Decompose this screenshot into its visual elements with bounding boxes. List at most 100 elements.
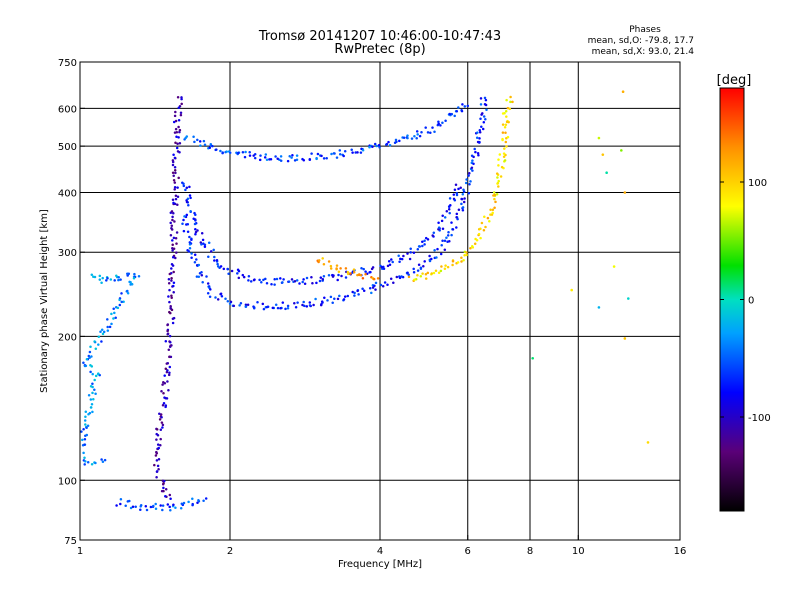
data-point: [281, 281, 284, 284]
data-point: [265, 281, 269, 285]
data-point: [188, 243, 192, 246]
data-point: [98, 274, 102, 278]
data-point: [453, 114, 456, 118]
data-point: [308, 301, 312, 304]
data-point: [93, 275, 97, 279]
data-point: [115, 274, 118, 277]
data-point: [84, 410, 88, 414]
data-point: [420, 130, 423, 134]
data-point: [177, 118, 181, 122]
data-point: [164, 367, 168, 371]
data-point: [182, 501, 186, 505]
data-point: [181, 222, 184, 225]
data-point: [450, 221, 453, 224]
data-point: [476, 131, 479, 134]
data-point: [570, 288, 573, 292]
data-point: [428, 254, 431, 258]
data-point: [419, 274, 423, 278]
data-point: [336, 278, 339, 282]
data-point: [190, 238, 193, 242]
data-point: [158, 418, 162, 421]
data-point: [259, 154, 262, 157]
data-point: [479, 117, 482, 120]
data-point: [441, 214, 444, 217]
data-point: [88, 356, 91, 359]
data-point: [100, 340, 103, 343]
data-point: [161, 404, 165, 407]
data-point: [174, 141, 177, 144]
data-point: [505, 115, 508, 118]
data-point: [172, 284, 175, 288]
chart-subtitle: RwPretec (8p): [334, 42, 425, 57]
data-point: [356, 151, 359, 154]
data-point: [302, 278, 305, 281]
data-point: [319, 276, 323, 279]
data-point: [470, 166, 474, 170]
data-point: [172, 503, 175, 506]
data-point: [370, 291, 373, 295]
data-point: [327, 260, 331, 263]
data-point: [172, 120, 176, 124]
data-point: [173, 166, 177, 169]
data-point: [410, 137, 414, 140]
data-point: [175, 251, 178, 254]
data-point: [301, 280, 304, 284]
data-point: [472, 162, 475, 165]
data-point: [377, 143, 381, 147]
data-point: [193, 140, 196, 144]
data-point: [450, 233, 453, 237]
data-point: [174, 256, 177, 260]
trace: [407, 95, 514, 283]
data-point: [126, 272, 129, 275]
data-point: [101, 332, 105, 336]
data-point: [90, 365, 94, 368]
data-point: [332, 152, 336, 155]
data-point: [383, 281, 387, 284]
data-point: [408, 257, 412, 261]
data-point: [164, 488, 168, 491]
data-point: [173, 220, 176, 223]
data-point: [322, 157, 326, 160]
data-point: [502, 155, 506, 159]
y-tick-label: 500: [58, 142, 77, 153]
data-point: [465, 251, 468, 254]
data-point: [175, 231, 179, 234]
data-point: [179, 506, 183, 510]
data-point: [321, 278, 325, 281]
data-point: [96, 372, 100, 376]
data-point: [177, 125, 180, 129]
data-point: [128, 280, 131, 284]
data-point: [469, 246, 472, 250]
data-point: [174, 110, 177, 114]
data-point: [159, 428, 163, 432]
data-point: [120, 292, 123, 295]
data-point: [439, 124, 442, 127]
x-tick-label: 6: [465, 546, 471, 557]
data-point: [376, 277, 380, 280]
data-point: [288, 154, 291, 158]
data-point: [186, 223, 190, 226]
data-point: [206, 291, 210, 295]
data-point: [172, 179, 176, 182]
data-point: [486, 216, 490, 220]
data-point: [432, 231, 436, 234]
data-point: [203, 143, 207, 147]
data-point: [279, 277, 282, 280]
data-point: [379, 283, 383, 287]
data-point: [157, 458, 161, 461]
data-point: [451, 259, 455, 263]
x-tick-label: 1: [77, 546, 83, 557]
data-point: [294, 306, 298, 309]
data-point: [286, 159, 290, 163]
data-point: [473, 147, 476, 151]
data-point: [160, 489, 164, 493]
data-point: [477, 153, 480, 157]
data-point: [360, 267, 363, 270]
data-point: [200, 231, 204, 235]
data-point: [481, 112, 484, 115]
data-point: [361, 148, 365, 152]
data-point: [382, 265, 385, 269]
data-point: [199, 241, 203, 244]
data-point: [83, 456, 86, 460]
data-point: [503, 112, 506, 115]
